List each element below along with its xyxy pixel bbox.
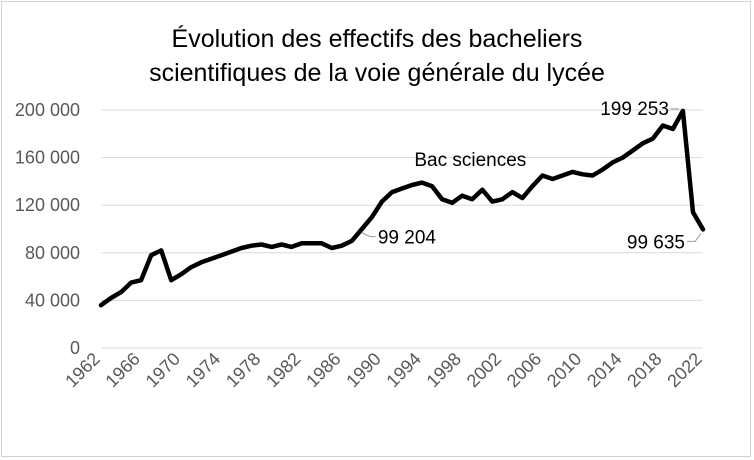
x-tick-label: 1978 [222,349,264,391]
annotation-last-label: 99 635 [627,232,685,253]
chart-title-line-1: Évolution des effectifs des bacheliers [171,25,583,53]
annotation-peak-label: 199 253 [600,99,669,120]
annotation-leader [687,233,702,243]
x-tick-label: 2002 [463,349,505,391]
x-tick-label: 1970 [142,349,184,391]
x-tick-label: 2010 [543,349,585,391]
chart-title-line-2: scientifiques de la voie générale du lyc… [149,59,605,87]
x-tick-label: 1962 [61,349,103,391]
y-tick-label: 200 000 [15,100,80,120]
y-tick-label: 0 [70,338,80,358]
x-tick-label: 1966 [102,349,144,391]
series-group [98,108,706,308]
series-line [98,108,706,308]
chart-title: Évolution des effectifs des bacheliers s… [0,22,754,90]
x-tick-label: 1982 [262,349,304,391]
y-tick-label: 40 000 [25,290,80,310]
x-tick-label: 1998 [423,349,465,391]
x-axis-tick-labels: 1962196619701974197819821986199019941998… [61,349,705,391]
annotation-leader [361,232,376,238]
x-tick-label: 1994 [382,349,424,391]
x-tick-label: 2006 [503,349,545,391]
x-tick-label: 1986 [302,349,344,391]
annotation-1988-label: 99 204 [378,228,437,249]
x-tick-label: 1974 [182,349,224,391]
x-tick-label: 1990 [342,349,384,391]
y-tick-label: 160 000 [15,148,80,168]
y-tick-label: 120 000 [15,195,80,215]
x-tick-label: 2018 [623,349,665,391]
y-tick-label: 80 000 [25,243,80,263]
annotations: Bac sciences 199 253 99 204 99 635 [361,99,702,253]
gridlines [101,109,703,349]
x-tick-label: 2022 [663,349,705,391]
x-tick-label: 2014 [583,349,625,391]
y-axis-tick-labels: 0 40 000 80 000 120 000 160 000 200 000 [15,100,80,358]
series-label: Bac sciences [414,150,526,171]
